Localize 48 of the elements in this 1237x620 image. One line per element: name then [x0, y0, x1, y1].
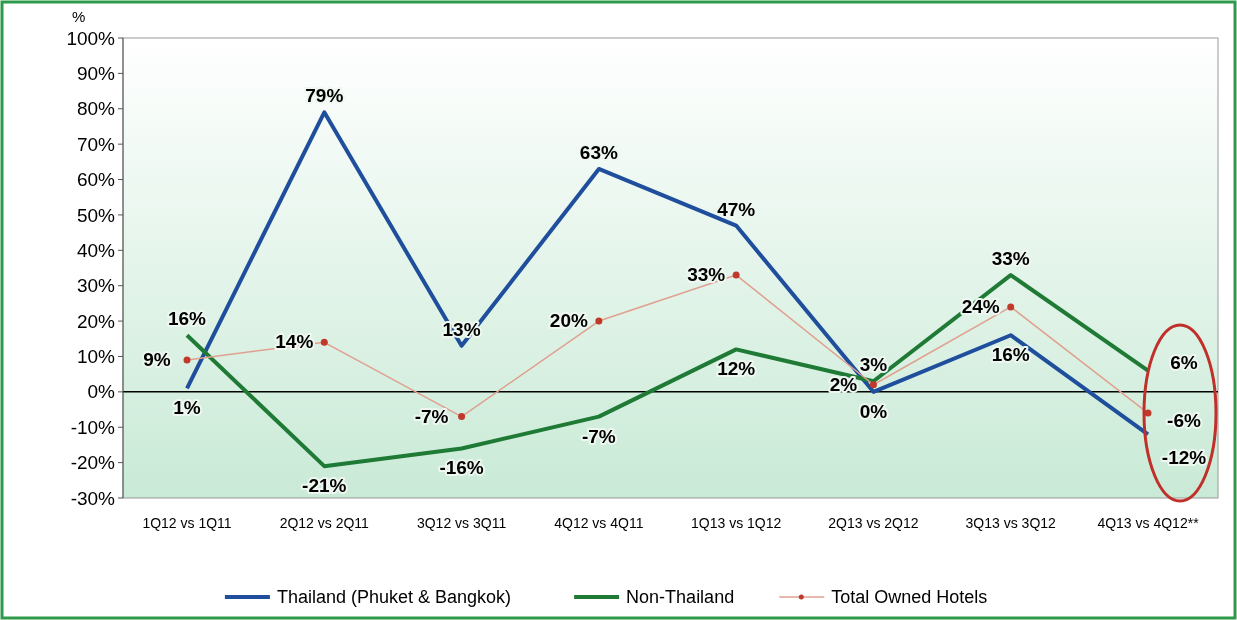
data-label: 14% [275, 331, 314, 353]
x-tick-label: 3Q13 vs 3Q12 [965, 515, 1057, 531]
x-tick-label: 2Q12 vs 2Q11 [279, 515, 370, 531]
legend-label: Non-Thailand [626, 587, 735, 608]
data-label: 20% [549, 310, 588, 332]
data-label: 9% [143, 349, 171, 370]
data-label: -12% [1161, 447, 1207, 469]
data-label: 16% [991, 344, 1030, 366]
data-label: 79% [305, 85, 344, 107]
data-label: 47% [717, 198, 756, 220]
x-tick-label: 3Q12 vs 3Q11 [416, 515, 507, 531]
y-tick-label: 100% [66, 27, 116, 49]
x-tick-label: 4Q13 vs 4Q12** [1097, 515, 1200, 531]
data-label: 2% [829, 373, 858, 395]
data-label: 33% [687, 264, 726, 286]
data-label: 3% [859, 354, 888, 376]
legend-label: Thailand (Phuket & Bangkok) [276, 587, 512, 608]
y-tick-label: 70% [76, 133, 116, 155]
y-tick-label: 40% [76, 239, 116, 261]
data-label: -6% [1167, 410, 1201, 432]
y-tick-label: -20% [70, 452, 116, 474]
data-label: 16% [167, 308, 207, 330]
data-label: -7% [581, 425, 616, 447]
data-label: -7% [414, 405, 449, 427]
x-tick-label: 1Q12 vs 1Q11 [142, 515, 232, 531]
data-label: 0% [859, 400, 888, 422]
y-tick-label: 20% [76, 310, 116, 332]
y-tick-label: 0% [87, 381, 116, 403]
x-tick-label: 1Q13 vs 1Q12 [691, 515, 782, 531]
y-tick-label: -30% [70, 487, 116, 509]
data-label: 33% [991, 248, 1030, 270]
y-tick-label: 90% [76, 63, 116, 85]
y-tick-label: 10% [76, 346, 116, 368]
y-tick-label: -10% [70, 416, 116, 438]
y-tick-label: 30% [76, 275, 116, 297]
data-label: 6% [1170, 351, 1198, 373]
y-axis-title: % [72, 8, 86, 25]
legend-label: Total Owned Hotels [831, 587, 988, 608]
data-label: -16% [439, 457, 484, 479]
y-tick-label: 80% [76, 98, 116, 120]
y-tick-label: 50% [76, 204, 116, 226]
y-tick-label: 60% [76, 169, 116, 191]
data-label: 12% [717, 358, 756, 380]
x-tick-label: 2Q13 vs 2Q12 [828, 515, 919, 531]
data-label: 1% [173, 397, 201, 419]
data-label: -21% [302, 475, 347, 497]
x-tick-label: 4Q12 vs 4Q11 [554, 515, 644, 531]
data-label: 63% [579, 141, 618, 163]
